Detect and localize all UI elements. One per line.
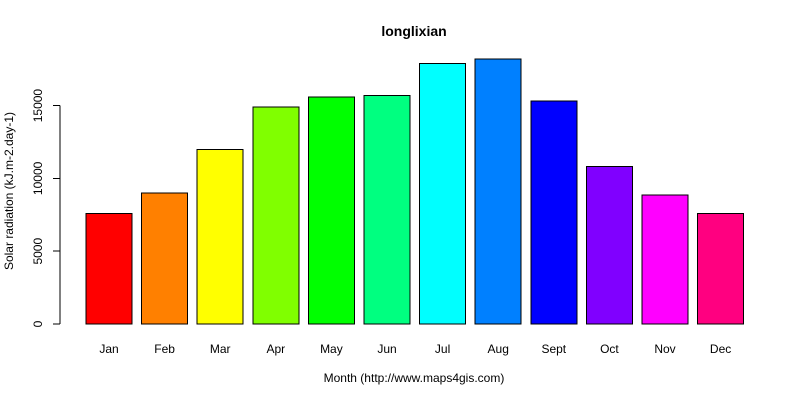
bar-dec [697, 212, 745, 325]
y-tick-label: 5000 [31, 238, 45, 265]
y-tick-label: 15000 [31, 89, 45, 123]
bar-nov [641, 194, 689, 325]
x-tick-label-feb: Feb [154, 342, 175, 356]
y-tick-label: 0 [31, 320, 45, 327]
bar-may [307, 96, 355, 325]
bar-oct [585, 166, 633, 325]
x-tick-label-mar: Mar [210, 342, 231, 356]
x-tick-label-jun: Jun [377, 342, 396, 356]
bar-sept [530, 100, 578, 325]
bar-jun [363, 94, 411, 325]
x-tick-label-aug: Aug [488, 342, 509, 356]
x-tick-label-sept: Sept [541, 342, 566, 356]
bar-jul [419, 62, 467, 325]
y-axis: 0 5000 10000 15000 [31, 89, 61, 327]
bar-jan [85, 212, 133, 325]
bar-mar [196, 148, 244, 325]
x-tick-label-nov: Nov [654, 342, 675, 356]
bars [85, 58, 745, 325]
x-axis-tick-labels: Jan Feb Mar Apr May Jun Jul Aug Sept Oct Nov Dec [99, 342, 731, 356]
x-tick-label-jul: Jul [435, 342, 450, 356]
x-tick-label-apr: Apr [266, 342, 285, 356]
x-axis-label: Month (http://www.maps4gis.com) [324, 371, 505, 385]
x-tick-label-oct: Oct [600, 342, 619, 356]
y-tick-label: 10000 [31, 161, 45, 195]
chart-title: longlixian [381, 23, 446, 39]
y-axis-label: Solar radiation (kJ.m-2.day-1) [2, 112, 16, 270]
x-tick-label-dec: Dec [710, 342, 731, 356]
x-tick-label-may: May [320, 342, 343, 356]
bar-aug [474, 58, 522, 325]
bar-apr [252, 106, 300, 325]
x-tick-label-jan: Jan [99, 342, 118, 356]
bar-feb [141, 192, 189, 325]
